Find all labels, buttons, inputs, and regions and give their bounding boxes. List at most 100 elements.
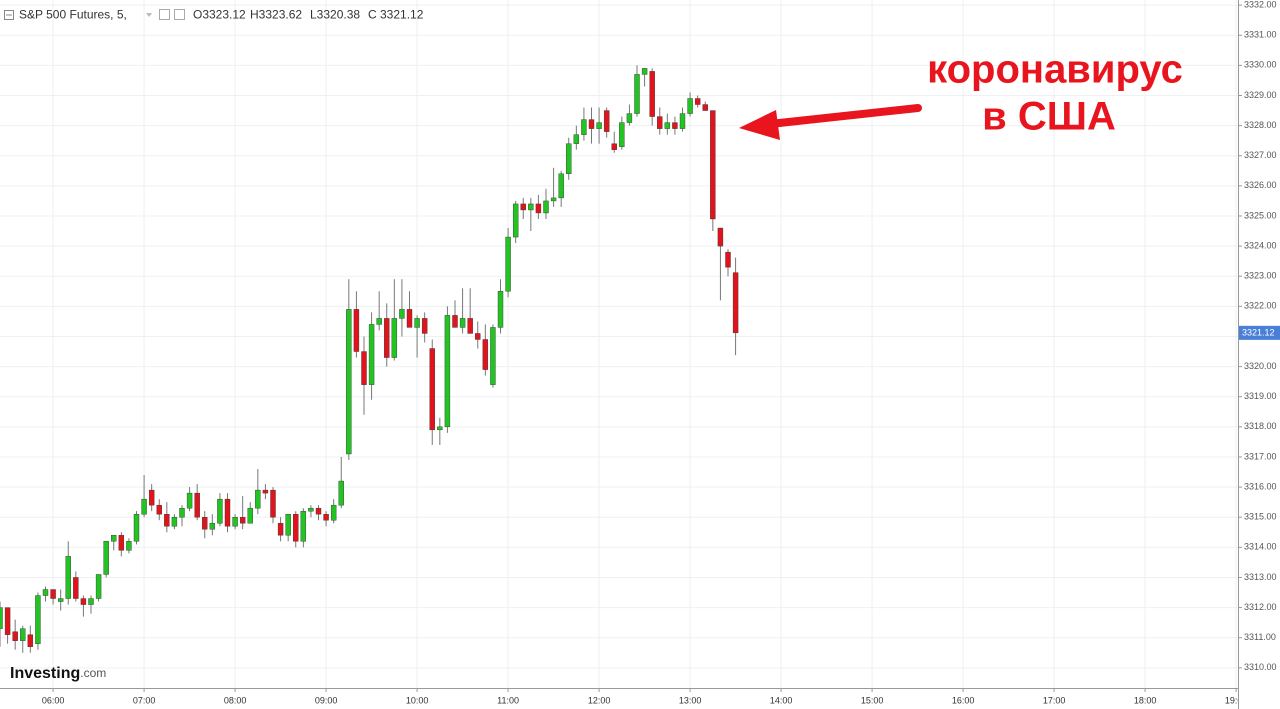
candle-body: [672, 122, 678, 129]
candle-body: [156, 504, 162, 515]
dropdown-icon[interactable]: [146, 13, 152, 17]
candle-body: [277, 523, 284, 536]
y-tick-label: 3323.00: [1244, 271, 1277, 281]
candle-body: [164, 513, 170, 527]
y-tick-label: 3317.00: [1244, 451, 1277, 461]
candle-body: [550, 197, 557, 202]
y-tick-label: 3327.00: [1244, 150, 1277, 160]
close-label: C 3321.12: [368, 8, 424, 22]
candle-body: [717, 227, 724, 247]
candle-body: [57, 598, 64, 602]
x-tick-label: 09:00: [315, 695, 338, 705]
candle-body: [497, 291, 504, 328]
y-tick-label: 3319.00: [1244, 391, 1277, 401]
candle-body: [126, 541, 132, 551]
candle-body: [649, 71, 655, 117]
candle-body: [391, 318, 398, 358]
candle-body: [217, 498, 223, 524]
y-tick-label: 3324.00: [1244, 240, 1277, 250]
y-tick-label: 3320.00: [1244, 361, 1277, 371]
y-tick-label: 3314.00: [1244, 542, 1277, 552]
candle-body: [588, 119, 595, 129]
candle-body: [35, 595, 41, 644]
candle-body: [399, 309, 405, 319]
annotation-text: в США: [982, 95, 1116, 139]
candle-body: [194, 492, 200, 518]
candle-body: [626, 113, 633, 123]
candle-body: [338, 480, 344, 506]
last-price-label: 3321.12: [1242, 328, 1275, 338]
x-tick-label: 19:00: [1225, 695, 1248, 705]
candle-body: [285, 513, 291, 536]
candle-body: [368, 324, 375, 385]
candle-body: [308, 507, 314, 512]
candle-body: [376, 318, 382, 325]
candle-body: [209, 523, 216, 530]
y-tick-label: 3330.00: [1244, 60, 1277, 70]
chart-title: S&P 500 Futures, 5,: [19, 8, 127, 22]
close-icon[interactable]: [174, 9, 185, 20]
candle-body: [505, 236, 511, 292]
candle-body: [315, 507, 322, 515]
candle-body: [702, 104, 708, 111]
candle-body: [361, 351, 367, 385]
x-tick-label: 14:00: [770, 695, 793, 705]
candle-body: [528, 203, 534, 211]
candle-body: [0, 607, 3, 629]
collapse-icon[interactable]: [4, 10, 14, 20]
candle-body: [73, 577, 79, 599]
candle-body: [50, 589, 56, 599]
candle-body: [732, 272, 739, 334]
candle-body: [657, 116, 663, 129]
open-label: O3323.12: [193, 8, 246, 22]
y-tick-label: 3326.00: [1244, 180, 1277, 190]
candle-body: [603, 110, 610, 132]
candle-body: [694, 98, 701, 105]
x-tick-label: 12:00: [588, 695, 611, 705]
y-tick-label: 3310.00: [1244, 662, 1277, 672]
candle-body: [103, 541, 109, 575]
annotation: коронавирус в США: [739, 48, 1183, 140]
candle-body: [323, 513, 329, 521]
candle-body: [186, 492, 193, 509]
candle-body: [239, 517, 246, 524]
candle-body: [573, 134, 580, 144]
candle-body: [725, 251, 731, 268]
candle-body: [27, 634, 34, 647]
y-tick-label: 3332.00: [1244, 0, 1277, 9]
candle-body: [353, 309, 360, 352]
y-tick-label: 3312.00: [1244, 602, 1277, 612]
x-tick-label: 18:00: [1134, 695, 1157, 705]
x-axis-labels: 06:00 07:00 08:00 09:00 10:00 11:00 12:00 13:00…: [42, 695, 1248, 705]
x-tick-label: 13:00: [679, 695, 702, 705]
candle-body: [20, 628, 26, 641]
logo: Investing.com: [10, 665, 106, 682]
candle-body: [406, 309, 413, 328]
candle-body: [482, 339, 489, 370]
y-tick-label: 3313.00: [1244, 572, 1277, 582]
candle-body: [384, 318, 390, 358]
candle-body: [512, 203, 519, 238]
low-label: L3320.38: [310, 8, 360, 22]
candle-body: [111, 535, 117, 542]
settings-icon[interactable]: [159, 9, 170, 20]
x-tick-label: 15:00: [861, 695, 884, 705]
y-tick-label: 3331.00: [1244, 30, 1277, 40]
annotation-arrowhead: [739, 110, 780, 140]
candle-body: [687, 98, 693, 114]
candle-body: [330, 504, 337, 521]
x-tick-label: 08:00: [224, 695, 247, 705]
candle-body: [247, 507, 253, 524]
candle-body: [293, 513, 299, 542]
candle-body: [171, 517, 178, 527]
candle-body: [179, 507, 185, 518]
candle-body: [118, 535, 125, 551]
candle-body: [414, 318, 420, 328]
y-tick-label: 3328.00: [1244, 120, 1277, 130]
candle-body: [611, 143, 617, 150]
candle-body: [300, 510, 307, 542]
logo-text: Investing.com: [10, 665, 106, 682]
candle-body: [42, 589, 49, 596]
